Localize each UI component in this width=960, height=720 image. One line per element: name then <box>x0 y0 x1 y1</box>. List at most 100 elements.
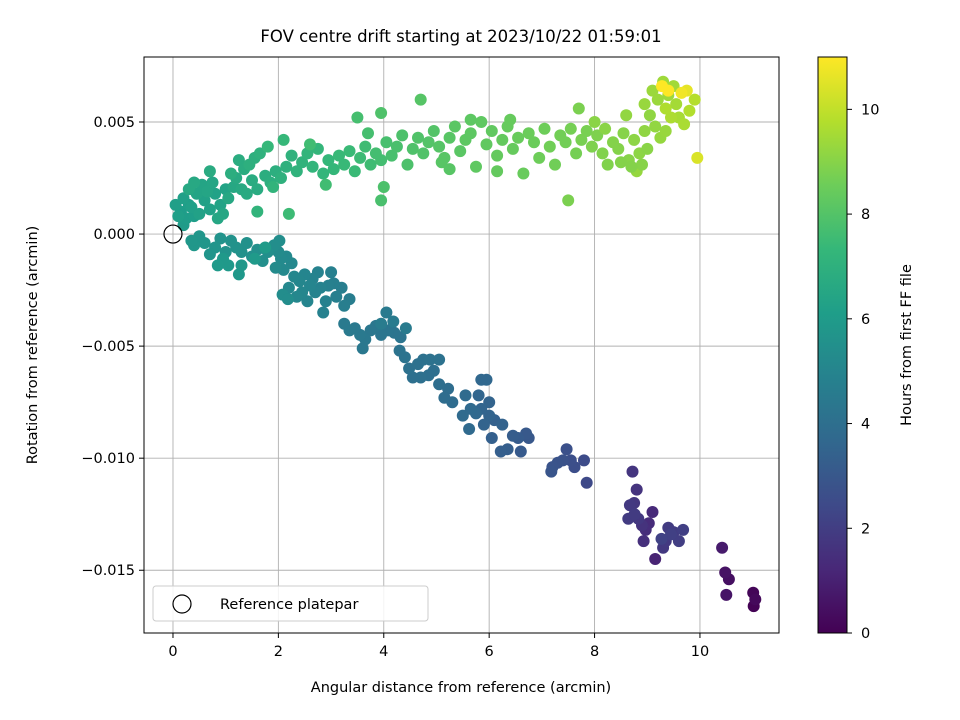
data-point <box>485 125 498 137</box>
data-point <box>281 293 294 306</box>
data-point <box>317 306 330 319</box>
data-point <box>169 198 182 211</box>
data-point <box>638 125 651 137</box>
data-point <box>422 136 435 149</box>
data-point <box>538 122 551 135</box>
x-tick-label: 8 <box>590 644 599 660</box>
data-point <box>549 158 561 171</box>
data-point <box>322 154 335 167</box>
data-point <box>304 279 316 292</box>
data-point <box>655 532 668 545</box>
data-point <box>203 203 216 216</box>
data-point <box>240 187 253 200</box>
data-point <box>401 158 414 171</box>
data-point <box>319 178 332 191</box>
data-point <box>417 147 430 160</box>
data-point <box>628 133 641 146</box>
data-point <box>463 423 476 435</box>
data-point <box>564 122 577 135</box>
data-point <box>614 156 627 169</box>
data-point <box>646 84 659 97</box>
data-point <box>637 535 650 548</box>
data-point <box>396 129 409 142</box>
data-point <box>380 306 393 319</box>
data-point <box>214 198 227 211</box>
colorbar-tick-label: 0 <box>861 626 870 642</box>
data-point <box>277 133 290 146</box>
data-point <box>580 125 593 137</box>
colorbar-tick-label: 8 <box>861 207 870 223</box>
data-point <box>240 237 253 249</box>
data-point <box>464 113 477 126</box>
colorbar-tick-label: 6 <box>861 312 870 328</box>
data-point <box>348 165 361 178</box>
data-point <box>333 149 345 162</box>
data-point <box>306 160 319 173</box>
data-point <box>427 125 440 137</box>
data-point <box>672 535 685 548</box>
data-point <box>435 156 448 169</box>
data-point <box>659 125 672 137</box>
data-point <box>545 465 558 478</box>
colorbar-axis: 0 2 4 6 8 10 <box>847 102 879 642</box>
data-point <box>683 104 696 117</box>
data-point <box>475 116 488 128</box>
colorbar-tick-label: 2 <box>861 521 870 537</box>
data-point <box>543 140 556 153</box>
data-point <box>719 566 732 579</box>
data-point <box>623 499 636 512</box>
y-tick-label: −0.015 <box>81 563 135 579</box>
data-point <box>359 140 372 153</box>
y-axis: 0.005 0.000 −0.005 −0.010 −0.015 <box>81 115 144 579</box>
data-point <box>248 252 261 265</box>
data-point <box>643 109 656 122</box>
data-point <box>203 248 216 261</box>
data-point <box>459 389 472 402</box>
data-point <box>364 158 377 171</box>
data-point <box>443 131 456 144</box>
data-point <box>433 140 446 153</box>
data-point <box>454 145 467 158</box>
data-point <box>433 353 446 366</box>
data-point <box>330 290 343 303</box>
data-point <box>533 151 546 164</box>
data-point <box>290 165 303 178</box>
data-point <box>496 418 509 431</box>
data-point <box>362 127 374 140</box>
data-point <box>749 593 762 606</box>
data-point <box>620 109 633 122</box>
data-point <box>575 133 588 146</box>
data-point <box>301 147 314 160</box>
legend-box <box>152 585 429 622</box>
data-point <box>496 133 509 146</box>
data-point <box>522 127 535 140</box>
reference-point <box>163 224 183 244</box>
data-point <box>691 151 704 164</box>
data-point <box>512 131 525 144</box>
data-point <box>412 131 424 144</box>
data-point <box>475 373 488 386</box>
data-point <box>399 322 412 335</box>
data-point <box>217 207 229 220</box>
x-tick-label: 10 <box>691 644 709 660</box>
data-point <box>442 382 455 395</box>
data-point <box>338 299 351 312</box>
data-point <box>375 154 388 167</box>
data-point <box>232 268 245 281</box>
y-tick-label: −0.005 <box>81 339 135 355</box>
data-point <box>343 145 356 158</box>
data-point <box>375 107 388 119</box>
data-point <box>225 167 237 180</box>
data-point <box>625 160 638 173</box>
x-tick-label: 4 <box>379 644 388 660</box>
data-point <box>599 122 612 135</box>
data-point <box>580 476 593 489</box>
data-point <box>585 140 598 153</box>
data-point <box>206 176 219 189</box>
data-point <box>483 396 496 409</box>
data-point <box>172 210 185 223</box>
data-point <box>448 120 461 133</box>
data-point <box>596 147 609 160</box>
colorbar <box>817 56 848 634</box>
